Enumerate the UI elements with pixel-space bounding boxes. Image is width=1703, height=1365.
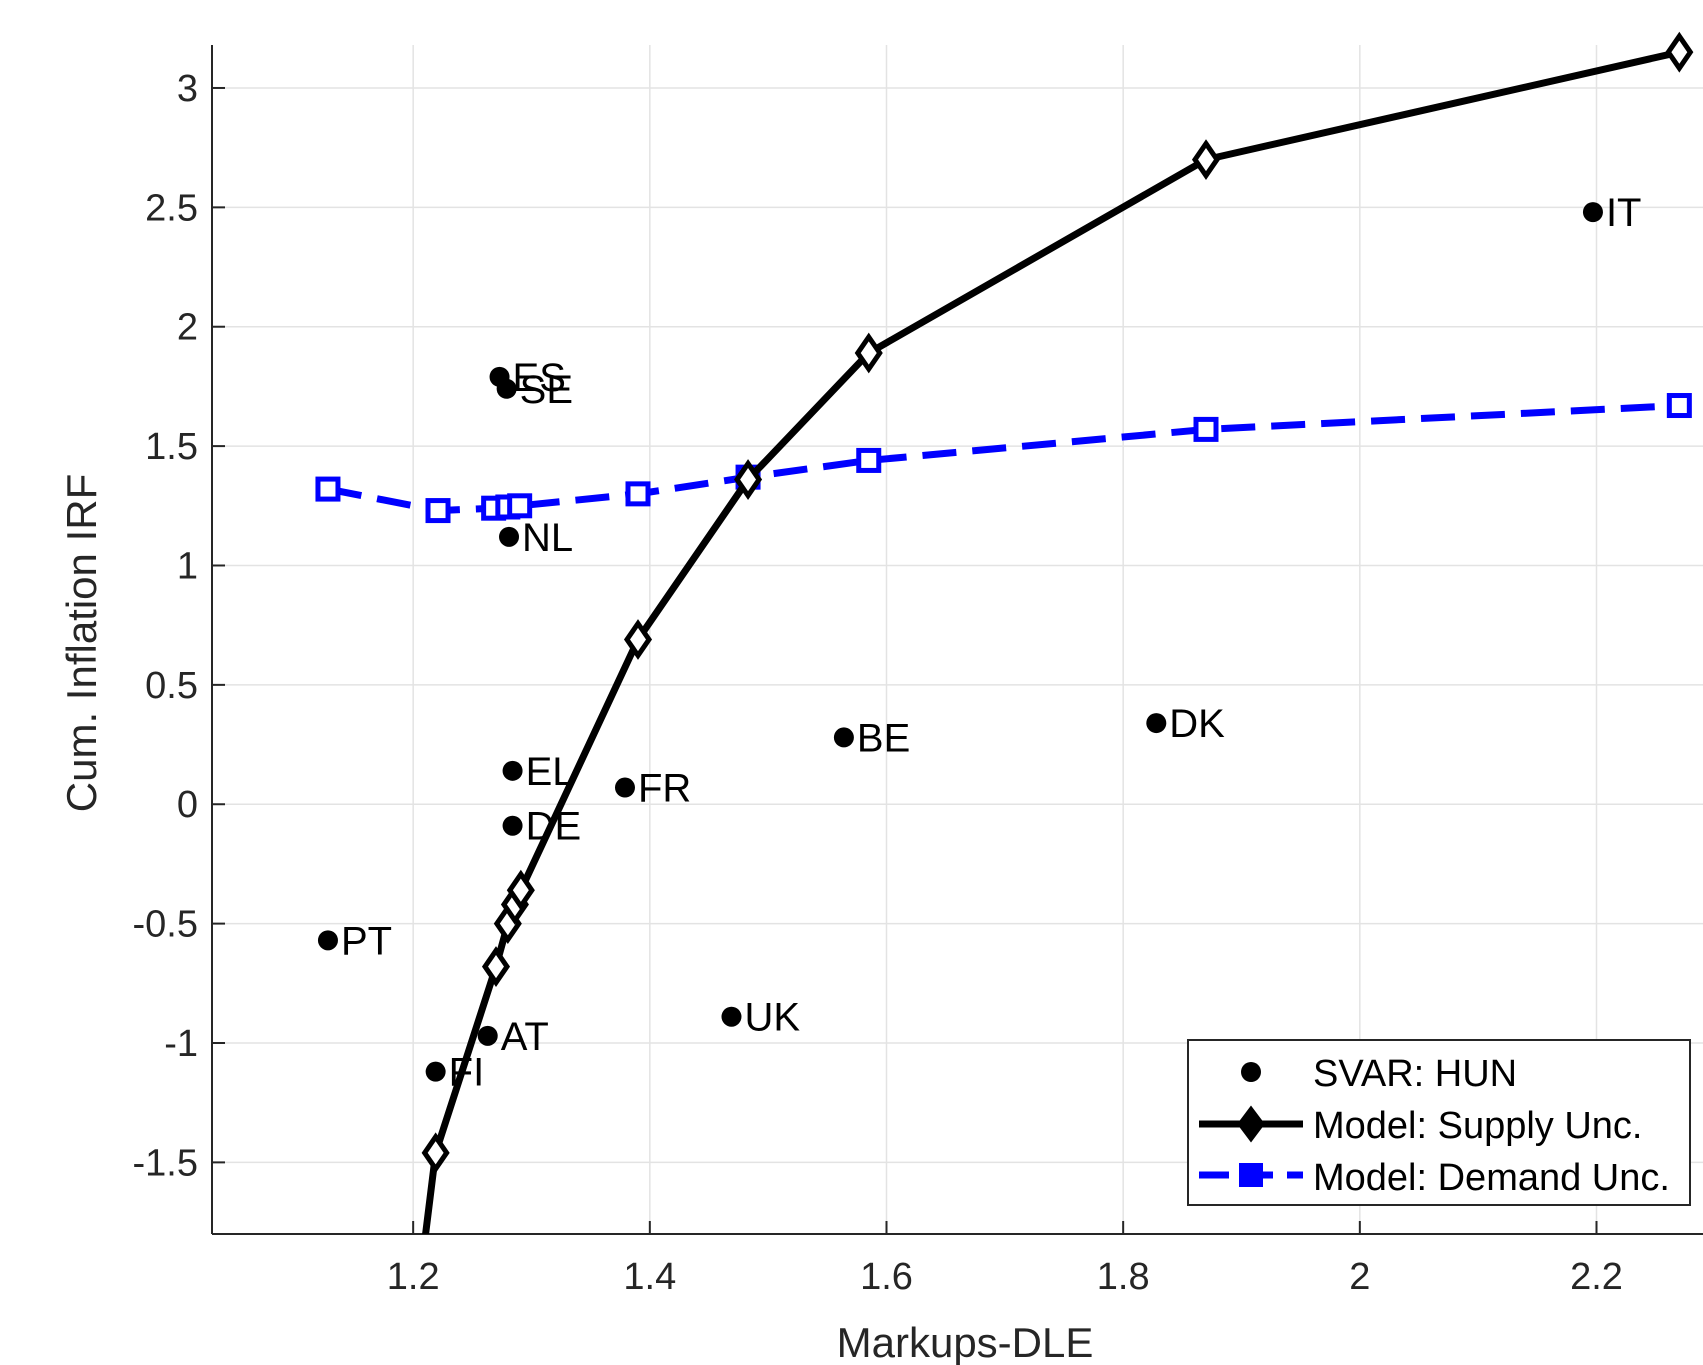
svar-label-BE: BE xyxy=(857,716,910,760)
y-tick-label-7: 2 xyxy=(177,307,198,349)
demand-marker-8 xyxy=(1193,416,1219,442)
svar-label-DE: DE xyxy=(526,805,582,849)
demand-marker-5 xyxy=(625,481,651,507)
svar-point-SE xyxy=(496,378,517,399)
supply-marker-6 xyxy=(734,459,763,500)
axes: 1.2 1.4 1.6 1.8 2 2.2 -1.5 -1 -0.5 0 0.5 1 1.5 2 2.5 3 xyxy=(133,45,1703,1298)
legend-label-svar: SVAR: HUN xyxy=(1313,1053,1517,1095)
svar-label-ES: ES xyxy=(513,356,566,400)
x-tick-label-2: 1.6 xyxy=(860,1256,913,1298)
svar-label-NL: NL xyxy=(522,516,573,560)
series-layer xyxy=(315,31,1694,1234)
svar-label-AT: AT xyxy=(501,1015,549,1059)
demand-marker-7 xyxy=(856,447,882,473)
supply-marker-7 xyxy=(623,619,653,660)
y-tick-label-6: 1.5 xyxy=(145,426,198,468)
supply-marker-9 xyxy=(1191,139,1221,181)
x-tick-label-1: 1.4 xyxy=(623,1256,676,1298)
svar-point-UK xyxy=(721,1006,742,1027)
legend-marker-svar xyxy=(1241,1062,1261,1082)
y-tick-label-4: 0.5 xyxy=(145,665,198,707)
y-tick-label-8: 2.5 xyxy=(145,187,198,229)
x-tick-label-4: 2 xyxy=(1349,1256,1370,1298)
svar-point-EL xyxy=(502,760,523,781)
svar-label-FR: FR xyxy=(638,767,691,811)
y-tick-label-5: 1 xyxy=(177,545,198,587)
svar-point-FR xyxy=(614,777,635,798)
x-tick-label-0: 1.2 xyxy=(387,1256,440,1298)
svar-point-IT xyxy=(1582,202,1603,223)
svar-point-BE xyxy=(833,727,854,748)
legend-marker-supply xyxy=(1237,1105,1265,1143)
svar-point-NL xyxy=(499,526,520,547)
legend: SVAR: HUN Model: Supply Unc. Model: Dema… xyxy=(1187,1039,1691,1206)
supply-marker-10 xyxy=(1665,31,1694,73)
demand-marker-0 xyxy=(315,476,341,502)
svar-label-UK: UK xyxy=(744,996,800,1040)
grid xyxy=(212,45,1703,1234)
demand-marker-1 xyxy=(425,498,451,524)
legend-label-demand: Model: Demand Unc. xyxy=(1313,1157,1670,1199)
y-tick-label-9: 3 xyxy=(177,68,198,110)
demand-marker-9 xyxy=(1666,393,1692,419)
demand-line xyxy=(327,402,1680,515)
svar-label-EL: EL xyxy=(526,750,575,794)
legend-marker-demand xyxy=(1239,1163,1263,1187)
svar-point-DK xyxy=(1146,713,1167,734)
supply-marker-1 xyxy=(421,1132,450,1174)
svar-point-AT xyxy=(477,1025,498,1046)
demand-marker-4 xyxy=(507,493,533,519)
svar-label-IT: IT xyxy=(1606,191,1642,235)
x-tick-label-3: 1.8 xyxy=(1097,1256,1150,1298)
svar-point-PT xyxy=(317,930,338,951)
y-tick-label-0: -1.5 xyxy=(133,1142,198,1184)
x-axis-title: Markups-DLE xyxy=(837,1319,1094,1365)
supply-marker-5 xyxy=(506,869,535,911)
svar-label-DK: DK xyxy=(1169,702,1225,746)
supply-marker-2 xyxy=(481,946,511,988)
svar-label-SE: SE xyxy=(520,368,573,412)
svar-point-FI xyxy=(425,1061,446,1082)
y-tick-label-1: -1 xyxy=(164,1023,198,1065)
x-tick-label-5: 2.2 xyxy=(1570,1256,1623,1298)
y-tick-label-3: 0 xyxy=(177,784,198,826)
svar-label-FI: FI xyxy=(449,1051,485,1095)
legend-label-supply: Model: Supply Unc. xyxy=(1313,1105,1643,1147)
svar-point-DE xyxy=(502,815,523,836)
y-tick-label-2: -0.5 xyxy=(133,904,198,946)
y-axis-title: Cum. Inflation IRF xyxy=(58,474,105,812)
supply-marker-8 xyxy=(854,332,883,374)
svar-label-PT: PT xyxy=(341,919,392,963)
